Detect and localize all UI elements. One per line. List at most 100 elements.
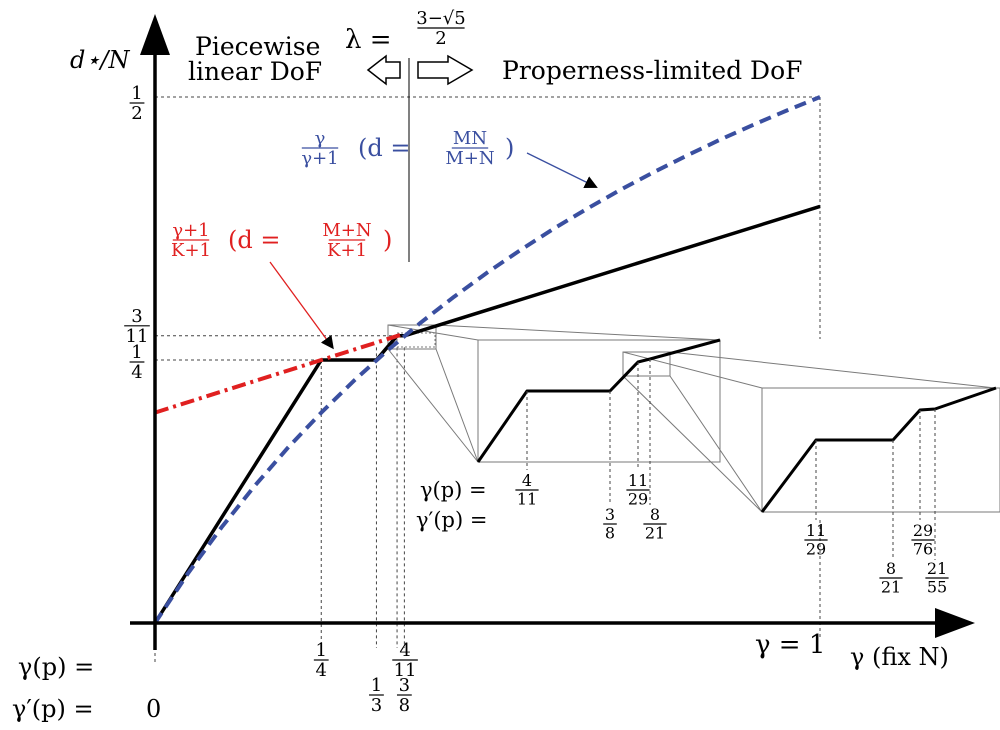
red-d-frac: M+NK+1: [322, 220, 371, 261]
inset2-gamma-tick-num: 11: [806, 521, 826, 540]
y-tick-label: 14: [129, 342, 145, 383]
lambda-lhs: λ =: [345, 25, 392, 55]
left-region-label-line2: linear DoF: [188, 57, 322, 86]
series-layer: [153, 95, 821, 625]
x-tick-label-den: 3: [371, 695, 382, 716]
inset2-gammaprime-tick-den: 21: [881, 577, 901, 596]
y-tick-label-den: 4: [131, 362, 142, 383]
blue-frac-num: γ: [315, 128, 326, 149]
right-region-label: Properness-limited DoF: [502, 56, 803, 85]
lambda-frac: 3−√52: [416, 8, 465, 49]
inset2-gamma-tick-den: 29: [806, 539, 826, 558]
red-d-rhs: ): [383, 226, 392, 254]
blue-d-lhs: (d =: [358, 134, 410, 162]
lambda-frac-den: 2: [435, 28, 446, 49]
inset-box-1: [477, 339, 721, 463]
blue-frac-den: γ+1: [301, 148, 338, 169]
inset1-gammaprime-tick: 821: [643, 505, 667, 542]
inset2-gammaprime-tick-den: 55: [927, 577, 947, 596]
gamma-one-label: γ = 1: [755, 630, 825, 660]
x-axis-label: γ (fix N): [850, 643, 949, 671]
zoom-connector: [387, 324, 721, 463]
lambda-frac-num: 3−√5: [416, 8, 465, 29]
upper-bound-annotation: γγ+1 (d = MNM+N): [301, 128, 598, 188]
axes: [130, 14, 975, 650]
inset1-gammaprime-tick-den: 8: [605, 523, 615, 542]
right-arrow-icon: [417, 54, 474, 86]
inset-curve-2: [760, 386, 997, 513]
inset2-gamma-tick-den: 76: [913, 539, 933, 558]
x-tick-label-den: 11: [394, 660, 417, 681]
y-tick-label: 311: [124, 306, 150, 347]
x-tick-label: 411: [392, 640, 418, 681]
inset-gamma-prime-row-label: γ′(p) =: [416, 508, 487, 532]
left-region-label-line1: Piecewise: [195, 32, 320, 61]
blue-d-frac-num: MN: [453, 128, 487, 149]
inset2-gammaprime-tick: 821: [879, 559, 903, 596]
x-tick-label: 14: [313, 640, 329, 681]
series-line-lower: [154, 331, 406, 415]
y-axis-label: d⋆/N: [70, 46, 130, 74]
gamma-prime-row-label: γ′(p) =: [12, 695, 94, 723]
x-tick-label-num: 1: [371, 675, 382, 696]
zoom-connector: [622, 351, 996, 513]
blue-d-frac-den: M+N: [445, 148, 494, 169]
x-tick-label: 38: [396, 675, 412, 716]
y-tick-label-den: 2: [131, 103, 142, 124]
inset1-gamma-tick-num: 4: [522, 471, 532, 490]
inset1-gamma-tick-den: 29: [628, 489, 648, 508]
series-line-piecewise: [153, 204, 821, 624]
x-tick-label-num: 1: [316, 640, 327, 661]
left-arrow-icon: [366, 54, 401, 86]
inset1-gamma-tick-num: 11: [628, 471, 648, 490]
red-d-frac-num: M+N: [322, 220, 371, 241]
inset1-gammaprime-tick-num: 8: [650, 505, 660, 524]
x-tick-label-num: 4: [399, 640, 410, 661]
x-tick-label-den: 8: [399, 695, 410, 716]
y-tick-label-num: 3: [131, 306, 142, 327]
blue-d-rhs: ): [505, 134, 514, 162]
x-tick-label: 13: [369, 675, 384, 716]
y-tick-label: 12: [129, 83, 145, 124]
zero-label: 0: [146, 695, 161, 723]
inset1-gammaprime-tick-num: 3: [605, 505, 615, 524]
x-tick-label-num: 3: [399, 675, 410, 696]
red-d-lhs: (d =: [228, 226, 280, 254]
red-frac: γ+1K+1: [171, 220, 211, 261]
y-axis-arrow-icon: [140, 14, 170, 55]
series-line-upper: [153, 95, 821, 625]
red-pointer-arrow: [269, 261, 334, 350]
y-tick-label-num: 1: [131, 83, 142, 104]
red-frac-den: K+1: [171, 240, 211, 261]
zoom-insets: [387, 324, 1000, 560]
red-d-frac-den: K+1: [327, 240, 367, 261]
zoom-source-box-inner: [396, 332, 436, 348]
inset-curve-1: [476, 338, 721, 463]
blue-pointer-arrow: [526, 152, 598, 188]
inset1-gammaprime-tick-den: 21: [645, 523, 665, 542]
inset2-gamma-tick-num: 29: [913, 521, 933, 540]
inset2-gammaprime-tick-num: 21: [927, 559, 947, 578]
red-frac-num: γ+1: [172, 220, 209, 241]
y-tick-label-num: 1: [131, 342, 142, 363]
inset1-gammaprime-tick: 38: [603, 505, 617, 542]
lower-bound-annotation: γ+1K+1 (d = M+NK+1): [171, 220, 392, 350]
gamma-row-label: γ(p) =: [18, 653, 94, 681]
inset2-gammaprime-tick-num: 8: [886, 559, 896, 578]
inset1-gamma-tick: 411: [515, 471, 539, 508]
y-tick-label-den: 11: [126, 326, 149, 347]
blue-frac: γγ+1: [301, 128, 338, 169]
lambda-fraction: 3−√52: [416, 8, 465, 49]
blue-d-frac: MNM+N: [445, 128, 494, 169]
inset1-gamma-tick-den: 11: [517, 489, 537, 508]
x-axis-arrow-icon: [935, 608, 975, 638]
x-tick-label-den: 4: [316, 660, 327, 681]
inset-box-2: [761, 387, 1000, 513]
inset-gamma-row-label: γ(p) =: [420, 478, 487, 502]
